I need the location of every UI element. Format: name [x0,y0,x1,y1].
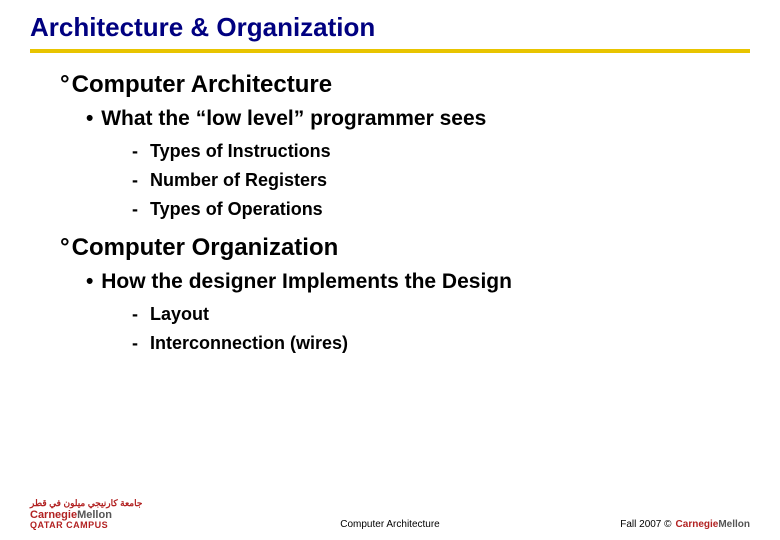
footer-center-text: Computer Architecture [340,519,440,530]
sub-bullet-1: • What the “low level” programmer sees [86,107,750,131]
logo-left: جامعة كارنيجي ميلون في قطر CarnegieMello… [30,499,142,530]
list-item: -Types of Instructions [132,141,750,162]
list-item: -Number of Registers [132,170,750,191]
list-item: -Interconnection (wires) [132,333,750,354]
list-item: -Layout [132,304,750,325]
sub-1-text: What the “low level” programmer sees [101,107,486,130]
item-text: Number of Registers [150,170,327,190]
item-text: Interconnection (wires) [150,333,348,353]
footer-right: Fall 2007 © CarnegieMellon [620,519,750,530]
logo-arabic-text: جامعة كارنيجي ميلون في قطر [30,499,142,508]
slide-title: Architecture & Organization [30,12,750,43]
list-item: -Types of Operations [132,199,750,220]
section-heading-1: °Computer Architecture [60,71,750,99]
dash-icon: - [132,304,150,325]
dash-icon: - [132,170,150,191]
logo-qatar-text: QATAR CAMPUS [30,521,108,530]
footer-right-text: Fall 2007 © [620,519,671,530]
sub-bullet-2: • How the designer Implements the Design [86,270,750,294]
section-1-text: Computer Architecture [72,71,332,98]
item-text: Layout [150,304,209,324]
slide-container: Architecture & Organization °Computer Ar… [0,0,780,540]
degree-icon: ° [60,71,70,99]
logo-right-carnegie: Carnegie [676,519,719,530]
item-text: Types of Instructions [150,141,331,161]
dash-icon: - [132,333,150,354]
slide-content: °Computer Architecture • What the “low l… [30,71,750,354]
bullet-icon: • [86,270,93,293]
section-heading-2: °Computer Organization [60,234,750,262]
dash-icon: - [132,141,150,162]
title-underline [30,49,750,53]
logo-right-mellon: Mellon [718,519,750,530]
item-text: Types of Operations [150,199,323,219]
sub-2-text: How the designer Implements the Design [101,270,512,293]
dash-icon: - [132,199,150,220]
slide-footer: جامعة كارنيجي ميلون في قطر CarnegieMello… [0,499,780,530]
bullet-icon: • [86,107,93,130]
section-2-text: Computer Organization [72,234,339,261]
degree-icon: ° [60,234,70,262]
logo-right: CarnegieMellon [676,519,750,530]
